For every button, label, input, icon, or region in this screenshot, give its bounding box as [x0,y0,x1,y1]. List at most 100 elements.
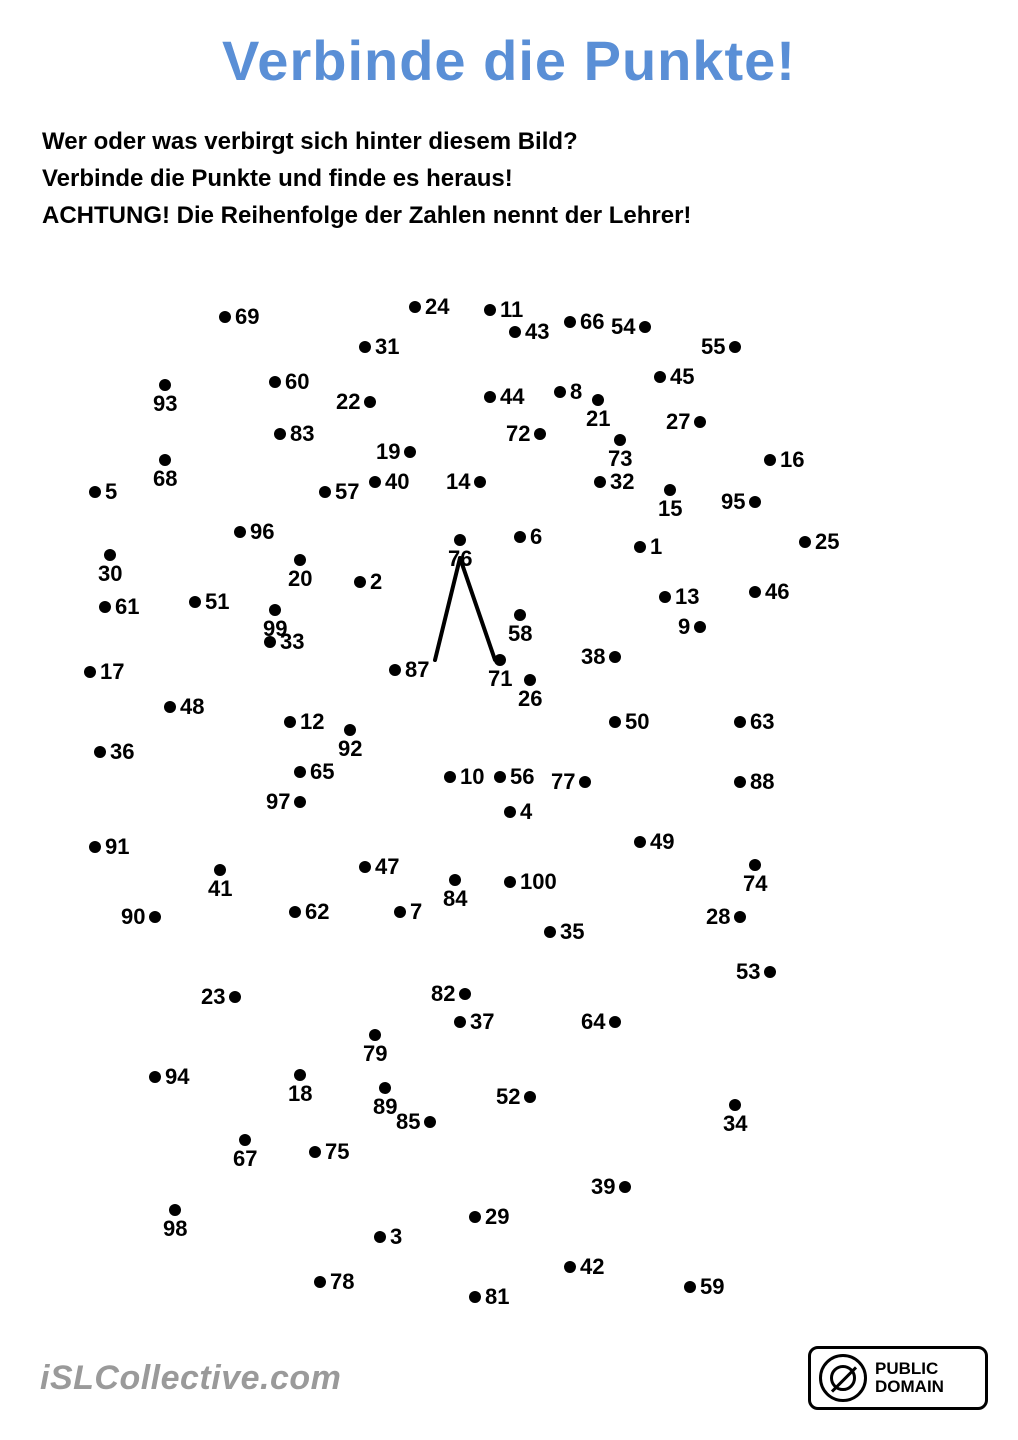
dot-point: 13 [659,584,703,610]
dot-label: 29 [481,1204,513,1230]
dot-point: 73 [604,434,636,472]
dot-point: 98 [159,1204,191,1242]
dot-point: 44 [484,384,528,410]
dot-point: 28 [702,904,746,930]
dot-label: 26 [514,686,546,712]
source-watermark: iSLCollective.com [40,1359,341,1398]
dot-point: 24 [409,294,453,320]
dot-point: 29 [469,1204,513,1230]
dot-label: 41 [204,876,236,902]
dot-label: 64 [577,1009,609,1035]
dot-point: 79 [359,1029,391,1067]
dot-label: 47 [371,854,403,880]
dot-label: 25 [811,529,843,555]
dot-point: 71 [484,654,516,692]
dot-label: 53 [732,959,764,985]
dot-point: 58 [504,609,536,647]
dot-point: 2 [354,569,386,595]
dot-label: 66 [576,309,608,335]
dot-label: 57 [331,479,363,505]
dot-label: 22 [332,389,364,415]
dot-point: 6 [514,524,546,550]
cc-zero-icon [819,1354,867,1402]
dot-label: 37 [466,1009,498,1035]
dot-point: 75 [309,1139,353,1165]
dot-label: 68 [149,466,181,492]
dot-point: 40 [369,469,413,495]
dot-label: 55 [697,334,729,360]
dot-label: 75 [321,1139,353,1165]
dot-point: 55 [697,334,741,360]
dot-label: 38 [577,644,609,670]
dot-label: 49 [646,829,678,855]
dot-point: 68 [149,454,181,492]
dot-point: 50 [609,709,653,735]
dot-label: 67 [229,1146,261,1172]
dot-label: 30 [94,561,126,587]
dot-point: 78 [314,1269,358,1295]
dot-label: 24 [421,294,453,320]
dot-label: 44 [496,384,528,410]
dot-label: 23 [197,984,229,1010]
dot-label: 45 [666,364,698,390]
dot-label: 87 [401,657,433,683]
dot-point: 59 [684,1274,728,1300]
dot-label: 19 [372,439,404,465]
dot-point: 95 [717,489,761,515]
dot-point: 90 [117,904,161,930]
dot-point: 89 [369,1082,401,1120]
dot-point: 43 [509,319,553,345]
dot-point: 27 [662,409,706,435]
dot-label: 58 [504,621,536,647]
dot-label: 5 [101,479,121,505]
dot-point: 46 [749,579,793,605]
dot-label: 92 [334,736,366,762]
dot-point: 41 [204,864,236,902]
dot-point: 16 [764,447,808,473]
dot-label: 36 [106,739,138,765]
dot-point: 19 [372,439,416,465]
dot-label: 18 [284,1081,316,1107]
dot-label: 94 [161,1064,193,1090]
dot-point: 52 [492,1084,536,1110]
dot-label: 96 [246,519,278,545]
dot-point: 83 [274,421,318,447]
dot-point: 69 [219,304,263,330]
dot-label: 43 [521,319,553,345]
dot-point: 61 [99,594,143,620]
dot-label: 100 [516,869,561,895]
dot-label: 46 [761,579,793,605]
dot-point: 84 [439,874,471,912]
dot-point: 49 [634,829,678,855]
dot-label: 95 [717,489,749,515]
dot-label: 50 [621,709,653,735]
dot-label: 1 [646,534,666,560]
dot-point: 54 [607,314,651,340]
dot-point: 92 [334,724,366,762]
dot-point: 81 [469,1284,513,1310]
dot-label: 42 [576,1254,608,1280]
dot-point: 63 [734,709,778,735]
dot-point: 39 [587,1174,631,1200]
dot-point: 38 [577,644,621,670]
dot-label: 28 [702,904,734,930]
dot-label: 98 [159,1216,191,1242]
dot-point: 25 [799,529,843,555]
dot-point: 32 [594,469,638,495]
dot-point: 30 [94,549,126,587]
dot-point: 23 [197,984,241,1010]
dot-label: 40 [381,469,413,495]
dot-point: 22 [332,389,376,415]
dot-label: 34 [719,1111,751,1137]
dot-label: 63 [746,709,778,735]
dot-label: 79 [359,1041,391,1067]
dot-label: 32 [606,469,638,495]
dot-point: 66 [564,309,608,335]
dot-point: 100 [504,869,561,895]
dot-label: 89 [369,1094,401,1120]
dot-label: 51 [201,589,233,615]
dot-point: 35 [544,919,588,945]
dot-point: 99 [259,604,291,642]
dot-label: 2 [366,569,386,595]
dot-label: 65 [306,759,338,785]
